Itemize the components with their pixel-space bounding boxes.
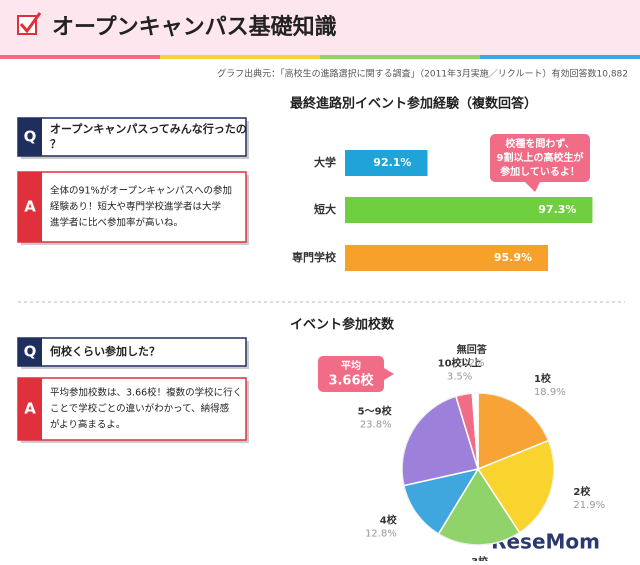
a-badge — [18, 172, 42, 242]
category-label: 大学 — [314, 155, 336, 169]
category-label: 専門学校 — [292, 250, 337, 264]
stripe — [480, 55, 640, 59]
question-text: オープンキャンパスってみんな行ったの — [50, 122, 247, 136]
header-title: オープンキャンパス基礎知識 — [52, 14, 337, 40]
callout-text: 校種を問わず、 — [505, 137, 574, 150]
value-label: 92.1% — [373, 156, 411, 169]
callout-text: 3.66校 — [328, 373, 374, 389]
callout — [490, 134, 590, 182]
source: グラフ出典元：「高校生の進路選択に関する調査」（2011年3月実施／リクルート）… — [217, 68, 628, 80]
slice-label: 3校 — [471, 555, 489, 561]
slice-value: 12.8% — [365, 528, 397, 539]
bar — [345, 245, 549, 271]
slice-label: 4校 — [380, 513, 398, 526]
slice-value: 21.9% — [573, 500, 605, 511]
bar — [345, 197, 593, 223]
bar — [345, 150, 428, 176]
stripe — [320, 55, 480, 59]
slice-label: 10校以上 — [438, 357, 482, 370]
chart-title: 最終進路別イベント参加経験（複数回答） — [290, 96, 537, 112]
slice-label: 1校 — [534, 372, 552, 385]
q-mark: Q — [24, 128, 37, 146]
q-badge — [18, 338, 42, 366]
callout-text: 参加しているよ！ — [500, 165, 580, 178]
stripe — [0, 55, 160, 59]
answer-text: 経験あり！短大や専門学校進学者は大学 — [50, 201, 221, 213]
stripe — [160, 55, 320, 59]
a-mark: A — [24, 400, 36, 418]
answer-box — [17, 171, 247, 243]
value-label: 97.3% — [538, 203, 576, 216]
question-box — [17, 337, 247, 367]
a-badge — [18, 378, 42, 440]
answer-text: 進学者に比べ参加率が高いね。 — [50, 217, 183, 229]
answer-text: ことで学校ごとの違いがわかって、納得感 — [50, 403, 230, 415]
callout-text: 9割以上の高校生が — [497, 151, 585, 164]
pie-outline — [401, 392, 555, 546]
answer-text: 全体の91%がオープンキャンパスへの参加 — [50, 185, 232, 197]
answer-box — [17, 377, 247, 441]
slice-label: 無回答 — [457, 343, 488, 356]
question-text: 何校くらい参加した？ — [50, 344, 160, 358]
callout-text: 平均 — [341, 359, 361, 372]
category-label: 短大 — [314, 202, 336, 216]
answer-text: がより高まるよ。 — [50, 419, 125, 431]
callout-tail — [525, 182, 540, 192]
q-mark: Q — [24, 343, 37, 361]
check-box — [17, 15, 37, 35]
slice-value: 18.9% — [534, 387, 566, 398]
callout-tail — [384, 368, 394, 380]
slice-label: 5～9校 — [358, 405, 393, 418]
slice-label: 2校 — [573, 485, 591, 498]
header-band — [0, 0, 640, 55]
callout — [318, 356, 384, 392]
a-mark: A — [24, 198, 36, 216]
q-badge — [18, 118, 42, 156]
value-label: 95.9% — [494, 251, 532, 264]
slice-value: 23.8% — [360, 420, 392, 431]
answer-text: 平均参加校数は、3.66校！複数の学校に行く — [50, 387, 242, 399]
question-text: ？ — [50, 138, 61, 151]
slice-value: 1.2% — [459, 358, 484, 369]
slice-value: 3.5% — [447, 372, 472, 383]
chart-title: イベント参加校数 — [290, 317, 395, 333]
check-mark — [19, 12, 42, 34]
